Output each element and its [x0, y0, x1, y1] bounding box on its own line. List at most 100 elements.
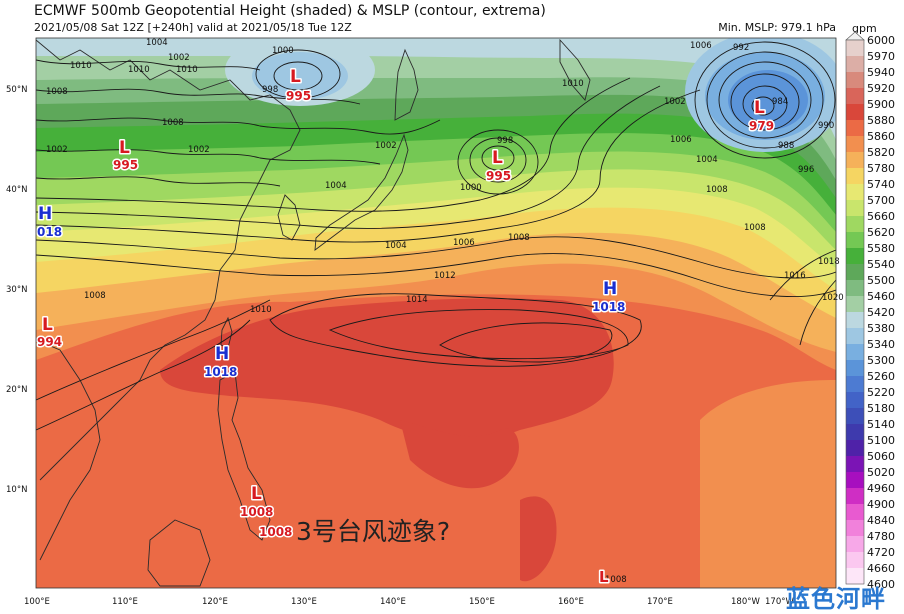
- colorbar-swatch: [846, 568, 864, 585]
- height-shading: [36, 38, 836, 588]
- low-center-value: 1008: [240, 505, 273, 519]
- lat-tick-label: 10°N: [6, 485, 27, 495]
- lat-tick-label: 40°N: [6, 185, 27, 195]
- isobar-inland-5: [36, 176, 281, 187]
- isobar-aleutian-4: [730, 73, 800, 131]
- min-mslp-readout: Min. MSLP: 979.1 hPa: [718, 21, 836, 34]
- colorbar-tick-label: 5580: [867, 242, 895, 255]
- low-center-marker: L: [42, 315, 53, 335]
- colorbar-tick-label: 5780: [867, 162, 895, 175]
- colorbar-tick-label: 5920: [867, 82, 895, 95]
- high-center-marker: H: [603, 279, 617, 299]
- isobar-label: 1010: [562, 79, 584, 89]
- colorbar-tick-label: 5460: [867, 290, 895, 303]
- isobar-label: 1008: [605, 575, 627, 585]
- low-center-marker: L: [119, 138, 130, 158]
- lon-ticks: 100°E 110°E 120°E 130°E 140°E 150°E 160°…: [24, 597, 794, 607]
- isobar-aleutian-2: [706, 51, 824, 149]
- isobar-label: 1008: [744, 223, 766, 233]
- isobar-inland-4: [36, 149, 381, 165]
- colorbar-swatch: [846, 168, 864, 185]
- lon-tick-label: 180°W: [731, 597, 760, 607]
- isobar-label: 1002: [168, 53, 190, 63]
- colorbar-tick-label: 4780: [867, 530, 895, 543]
- colorbar-swatch: [846, 280, 864, 297]
- isobar-1008-south: [36, 319, 251, 431]
- lat-tick-label: 30°N: [6, 285, 27, 295]
- isobar-labels: 1004 1000 998 1002 1010 1008 1008 1002 1…: [46, 38, 844, 585]
- colorbar-tick-label: 5540: [867, 258, 895, 271]
- low-center-value: 979: [749, 119, 774, 133]
- colorbar-swatch: [846, 392, 864, 409]
- colorbar-swatch: [846, 552, 864, 569]
- lon-tick-label: 170°E: [647, 597, 673, 607]
- colorbar-tick-label: 5620: [867, 226, 895, 239]
- colorbar-swatch: [846, 104, 864, 121]
- isobar-label: 992: [733, 43, 749, 53]
- colorbar-swatch: [846, 344, 864, 361]
- colorbar-tick-label: 5180: [867, 402, 895, 415]
- colorbar-swatch: [846, 184, 864, 201]
- land-korea: [277, 194, 301, 241]
- low-center-marker: L: [492, 148, 503, 168]
- colorbar-tick-label: 5860: [867, 130, 895, 143]
- isobar-label: 1004: [696, 155, 718, 165]
- colorbar-swatch: [846, 312, 864, 329]
- isobar-label: 1004: [146, 38, 168, 48]
- low-center-value: 994: [37, 335, 62, 349]
- colorbar-swatch: [846, 360, 864, 377]
- shade-5880-core: [160, 298, 614, 441]
- colorbar-tick-label: 5300: [867, 354, 895, 367]
- colorbar-tick-label: 4960: [867, 482, 895, 495]
- isobar-nw-pac-low-3: [481, 145, 515, 171]
- map-frame: [35, 37, 837, 589]
- lat-ticks: 50°N 40°N 30°N 20°N 10°N: [6, 85, 27, 495]
- colorbar-tick-label: 5500: [867, 274, 895, 287]
- lat-tick-label: 20°N: [6, 385, 27, 395]
- colorbar-tick-label: 5220: [867, 386, 895, 399]
- isobar-aleutian-6: [751, 96, 775, 116]
- land-kamchatka: [559, 38, 591, 101]
- colorbar-tick-label: 5140: [867, 418, 895, 431]
- isobar-1006-line: [36, 85, 661, 229]
- colorbar-tick-label: 4720: [867, 546, 895, 559]
- isobar-label: 1008: [508, 233, 530, 243]
- isobar-label: 1006: [453, 238, 475, 248]
- isobar-label: 1002: [664, 97, 686, 107]
- lon-tick-label: 100°E: [24, 597, 50, 607]
- isobar-aleutian-5: [742, 85, 788, 123]
- colorbar-tick-label: 5340: [867, 338, 895, 351]
- valid-time: 2021/05/08 Sat 12Z [+240h] valid at 2021…: [34, 21, 352, 34]
- colorbar-tick-label: 5740: [867, 178, 895, 191]
- lon-tick-label: 110°E: [112, 597, 138, 607]
- isobar-label: 1010: [250, 305, 272, 315]
- isobar-label: 996: [798, 165, 814, 175]
- colorbar-tick-label: 5060: [867, 450, 895, 463]
- colorbar-swatch: [846, 520, 864, 537]
- land-hokkaido-sakhalin: [394, 48, 419, 121]
- isobar-nw-pac-low-2: [469, 137, 527, 183]
- colorbar-swatch: [846, 88, 864, 105]
- high-center-value: 1018: [204, 365, 237, 379]
- colorbar-tick-label: 5020: [867, 466, 895, 479]
- colorbar-swatch: [846, 56, 864, 73]
- colorbar-swatch: [846, 440, 864, 457]
- isobar-nw-pac-low-1: [457, 129, 539, 195]
- colorbar-swatch: [846, 328, 864, 345]
- colorbar-swatch: [846, 200, 864, 217]
- land-borneo: [147, 519, 211, 587]
- low-center-marker: L: [290, 67, 301, 87]
- isobar-label: 1016: [784, 271, 806, 281]
- colorbar-unit: gpm: [852, 22, 877, 35]
- colorbar-swatch: [846, 232, 864, 249]
- isobar-label: 990: [818, 121, 834, 131]
- colorbar-swatch: [846, 424, 864, 441]
- isobar-label: 1010: [176, 65, 198, 75]
- colorbar-tick-label: 5700: [867, 194, 895, 207]
- isobar-east-2: [799, 279, 836, 346]
- lon-tick-label: 120°E: [202, 597, 228, 607]
- land-asia-coast: [36, 39, 301, 481]
- isobar-inland-3: [36, 117, 441, 135]
- isobar-label: 1000: [460, 183, 482, 193]
- high-center-marker: H: [215, 344, 229, 364]
